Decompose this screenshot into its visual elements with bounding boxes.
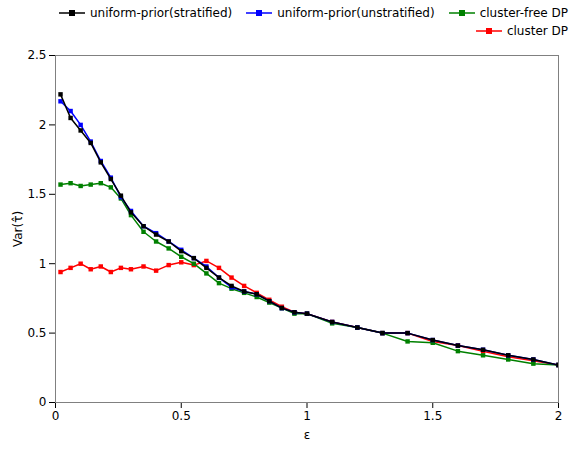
html-text:cluster-free DP: cluster-free DP bbox=[479, 6, 568, 20]
svg-text:Var(τ̂): Var(τ̂) bbox=[11, 211, 25, 247]
html-text:cluster DP: cluster DP bbox=[506, 24, 568, 38]
svg-text:2.5: 2.5 bbox=[27, 48, 46, 62]
html-text:uniform-prior(stratified): uniform-prior(stratified) bbox=[90, 6, 233, 20]
svg-text:1: 1 bbox=[303, 409, 311, 423]
svg-text:0.5: 0.5 bbox=[172, 409, 191, 423]
svg-text:2: 2 bbox=[555, 409, 563, 423]
svg-text:1.5: 1.5 bbox=[423, 409, 442, 423]
html-text:uniform-prior(unstratified): uniform-prior(unstratified) bbox=[277, 6, 435, 20]
svg-text:2: 2 bbox=[39, 118, 47, 132]
svg-text:0: 0 bbox=[52, 409, 60, 423]
svg-text:ε: ε bbox=[304, 428, 311, 442]
svg-text:1: 1 bbox=[39, 257, 47, 271]
svg-text:0: 0 bbox=[39, 395, 47, 409]
svg-text:1.5: 1.5 bbox=[27, 187, 46, 201]
svg-text:0.5: 0.5 bbox=[27, 326, 46, 340]
